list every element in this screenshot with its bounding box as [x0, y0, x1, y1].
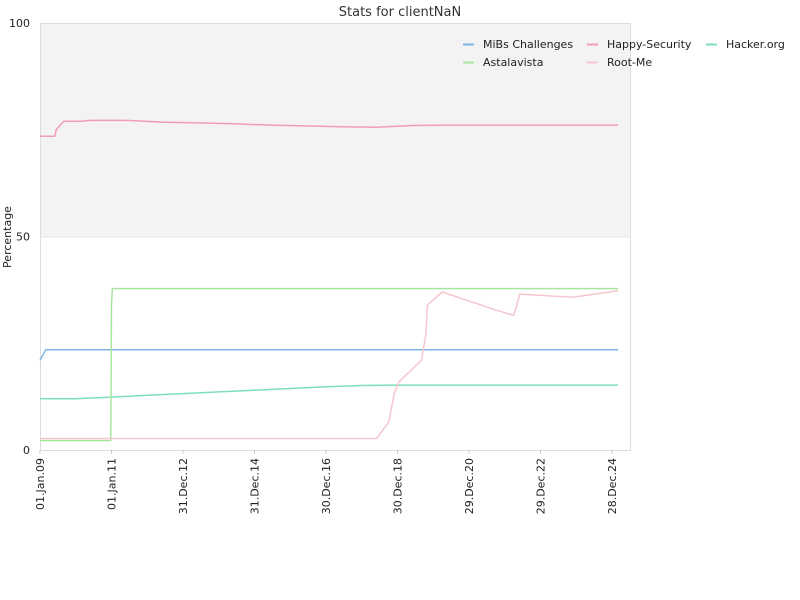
- y-axis-label: Percentage: [1, 206, 14, 268]
- legend-label-happy-security: Happy-Security: [607, 38, 692, 51]
- x-tick-label: 29.Dec.22: [534, 458, 547, 514]
- x-tick-label: 01.Jan.11: [105, 458, 118, 510]
- shaded-band: [40, 23, 630, 237]
- series-line-root-me: [40, 289, 619, 440]
- x-tick-label: 30.Dec.18: [391, 458, 404, 514]
- x-tick-label: 01.Jan.09: [34, 458, 47, 510]
- legend-label-root-me: Root-Me: [607, 56, 652, 69]
- y-tick-label: 0: [23, 444, 30, 457]
- series-line-hacker-org: [40, 384, 619, 400]
- x-tick-label: 30.Dec.16: [320, 458, 333, 514]
- legend-label-mibs-challenges: MiBs Challenges: [483, 38, 573, 51]
- legend-label-astalavista: Astalavista: [483, 56, 543, 69]
- y-tick-label: 50: [16, 231, 30, 244]
- legend: MiBs Challenges Happy-Security Hacker.org A…: [463, 38, 785, 69]
- legend-label-hacker-org: Hacker.org: [726, 38, 785, 51]
- series-line-happy-security: [40, 119, 619, 137]
- chart-title: Stats for clientNaN: [339, 5, 461, 20]
- series-layer: [39, 119, 619, 442]
- x-axis-ticks: 01.Jan.09 01.Jan.11 31.Dec.12 31.Dec.14 30.D…: [34, 450, 619, 514]
- series-line-astalavista: [40, 287, 619, 442]
- x-tick-label: 31.Dec.12: [177, 458, 190, 514]
- y-axis-ticks: 0 50 100: [9, 17, 30, 457]
- x-tick-label: 31.Dec.14: [248, 458, 261, 514]
- y-tick-label: 100: [9, 17, 30, 30]
- series-line-mibs-challenges: [39, 348, 619, 361]
- x-tick-label: 28.Dec.24: [606, 458, 619, 514]
- x-tick-label: 29.Dec.20: [463, 458, 476, 514]
